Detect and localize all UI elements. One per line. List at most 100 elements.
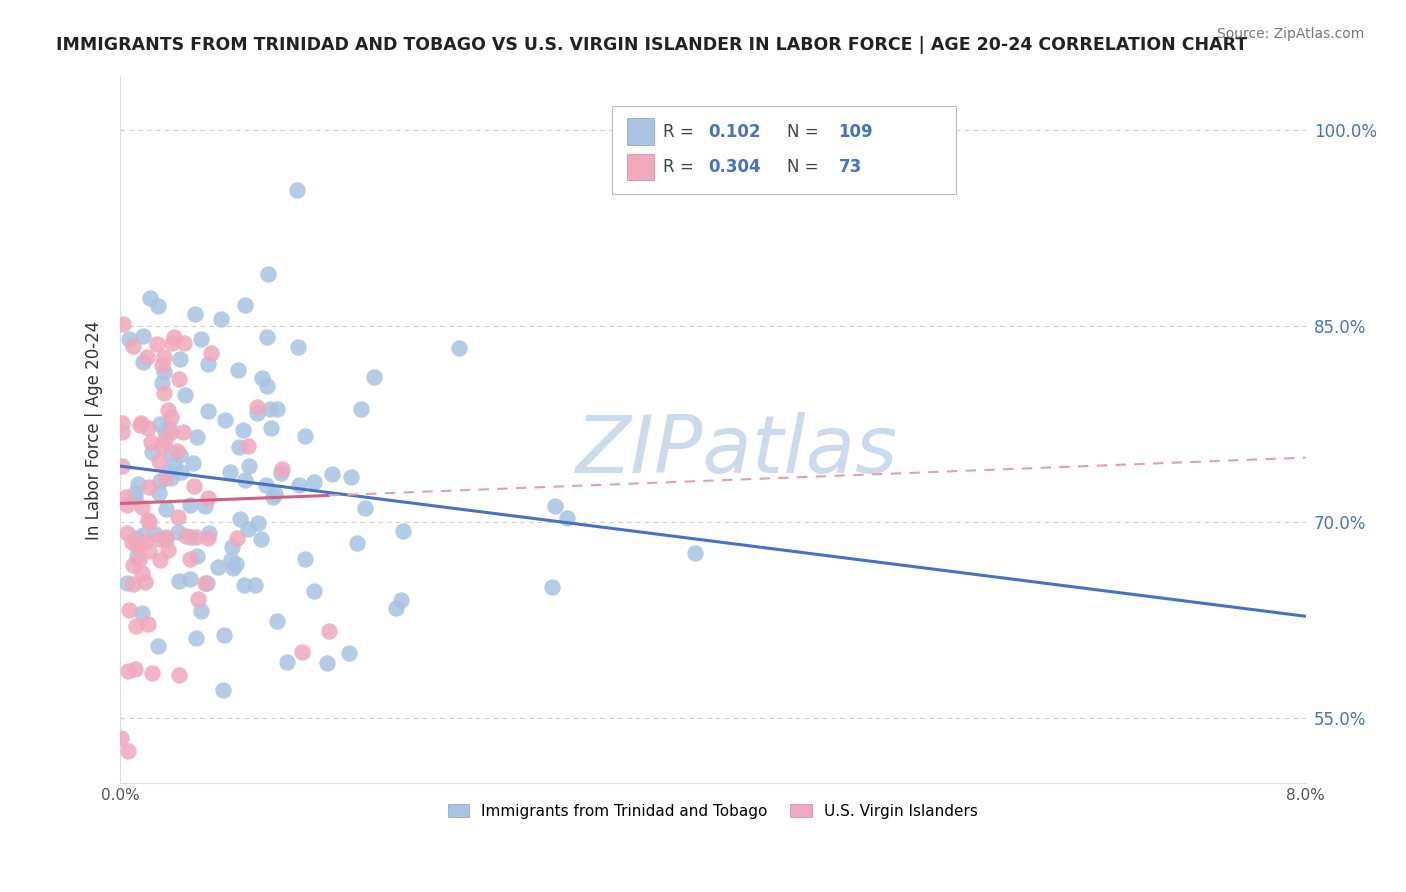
Point xyxy=(115,499,138,513)
Point xyxy=(350,401,373,416)
Text: IMMIGRANTS FROM TRINIDAD AND TOBAGO VS U.S. VIRGIN ISLANDER IN LABOR FORCE | AGE: IMMIGRANTS FROM TRINIDAD AND TOBAGO VS U… xyxy=(56,36,1247,54)
Point xyxy=(157,421,180,435)
Point xyxy=(294,429,316,443)
Point xyxy=(256,379,278,393)
Point xyxy=(160,410,183,425)
Point xyxy=(247,516,270,530)
Point xyxy=(179,552,201,566)
Point xyxy=(118,603,141,617)
Text: Source: ZipAtlas.com: Source: ZipAtlas.com xyxy=(1216,27,1364,41)
Point xyxy=(169,448,191,462)
Point xyxy=(148,299,170,313)
Point xyxy=(169,352,191,367)
Point xyxy=(174,529,197,543)
Point xyxy=(186,429,208,443)
Point xyxy=(231,423,253,437)
Point xyxy=(131,329,153,343)
Point xyxy=(385,601,408,615)
Point xyxy=(250,533,273,547)
Point xyxy=(174,388,197,402)
Point xyxy=(291,645,314,659)
Point xyxy=(160,336,183,351)
Point xyxy=(262,490,284,504)
Point xyxy=(285,183,308,197)
Point xyxy=(148,417,170,431)
Point xyxy=(157,542,180,557)
Point xyxy=(254,478,277,492)
Point xyxy=(197,491,219,506)
Point xyxy=(363,370,385,384)
Text: 73: 73 xyxy=(838,158,862,176)
Point xyxy=(190,604,212,618)
Point xyxy=(219,553,242,567)
Point xyxy=(214,413,236,427)
Point xyxy=(318,624,340,638)
Point xyxy=(141,666,163,681)
Point xyxy=(270,466,292,480)
Point xyxy=(131,606,153,620)
Point xyxy=(226,362,249,376)
Point xyxy=(167,372,190,386)
Point xyxy=(233,473,256,487)
Point xyxy=(141,445,163,459)
Point xyxy=(321,467,343,482)
Point xyxy=(266,401,288,416)
Point xyxy=(172,425,194,439)
Point xyxy=(260,421,283,435)
Point xyxy=(179,498,201,512)
Point xyxy=(118,332,141,346)
Point xyxy=(167,510,190,524)
Point xyxy=(132,528,155,542)
Point xyxy=(143,527,166,541)
Point xyxy=(124,619,146,633)
Point xyxy=(183,479,205,493)
Point xyxy=(127,539,149,553)
Point xyxy=(124,491,146,505)
Point xyxy=(340,470,363,484)
Text: ZIPatlas: ZIPatlas xyxy=(575,412,897,491)
Point xyxy=(246,406,269,420)
Point xyxy=(219,465,242,479)
Text: R =: R = xyxy=(664,158,699,176)
Point xyxy=(128,552,150,566)
Point xyxy=(163,330,186,344)
Point xyxy=(238,458,260,473)
Point xyxy=(148,639,170,653)
Point xyxy=(276,655,298,669)
Point xyxy=(150,376,173,390)
Point xyxy=(245,578,267,592)
Point xyxy=(117,576,139,591)
Point xyxy=(170,465,193,479)
Point xyxy=(160,471,183,485)
Point xyxy=(127,477,149,491)
Point xyxy=(159,425,181,440)
Point xyxy=(136,617,159,632)
Point xyxy=(337,646,360,660)
Point xyxy=(150,358,173,372)
Point xyxy=(222,561,245,575)
Point xyxy=(136,421,159,435)
Point xyxy=(138,543,160,558)
Point xyxy=(186,549,208,563)
Legend: Immigrants from Trinidad and Tobago, U.S. Virgin Islanders: Immigrants from Trinidad and Tobago, U.S… xyxy=(441,797,984,825)
Point xyxy=(114,490,136,504)
Text: N =: N = xyxy=(787,158,824,176)
Point xyxy=(190,332,212,346)
Text: 0.304: 0.304 xyxy=(709,158,761,176)
Point xyxy=(148,486,170,500)
Point xyxy=(212,682,235,697)
Text: 109: 109 xyxy=(838,123,873,141)
Point xyxy=(197,404,219,418)
Point xyxy=(149,553,172,567)
Point xyxy=(256,330,278,344)
Point xyxy=(134,533,156,548)
Point xyxy=(121,576,143,591)
Point xyxy=(150,439,173,453)
FancyBboxPatch shape xyxy=(627,153,654,180)
Point xyxy=(294,552,316,566)
Point xyxy=(353,501,375,516)
Point xyxy=(125,538,148,552)
Point xyxy=(169,668,191,682)
Point xyxy=(141,434,163,449)
Point xyxy=(131,500,153,514)
